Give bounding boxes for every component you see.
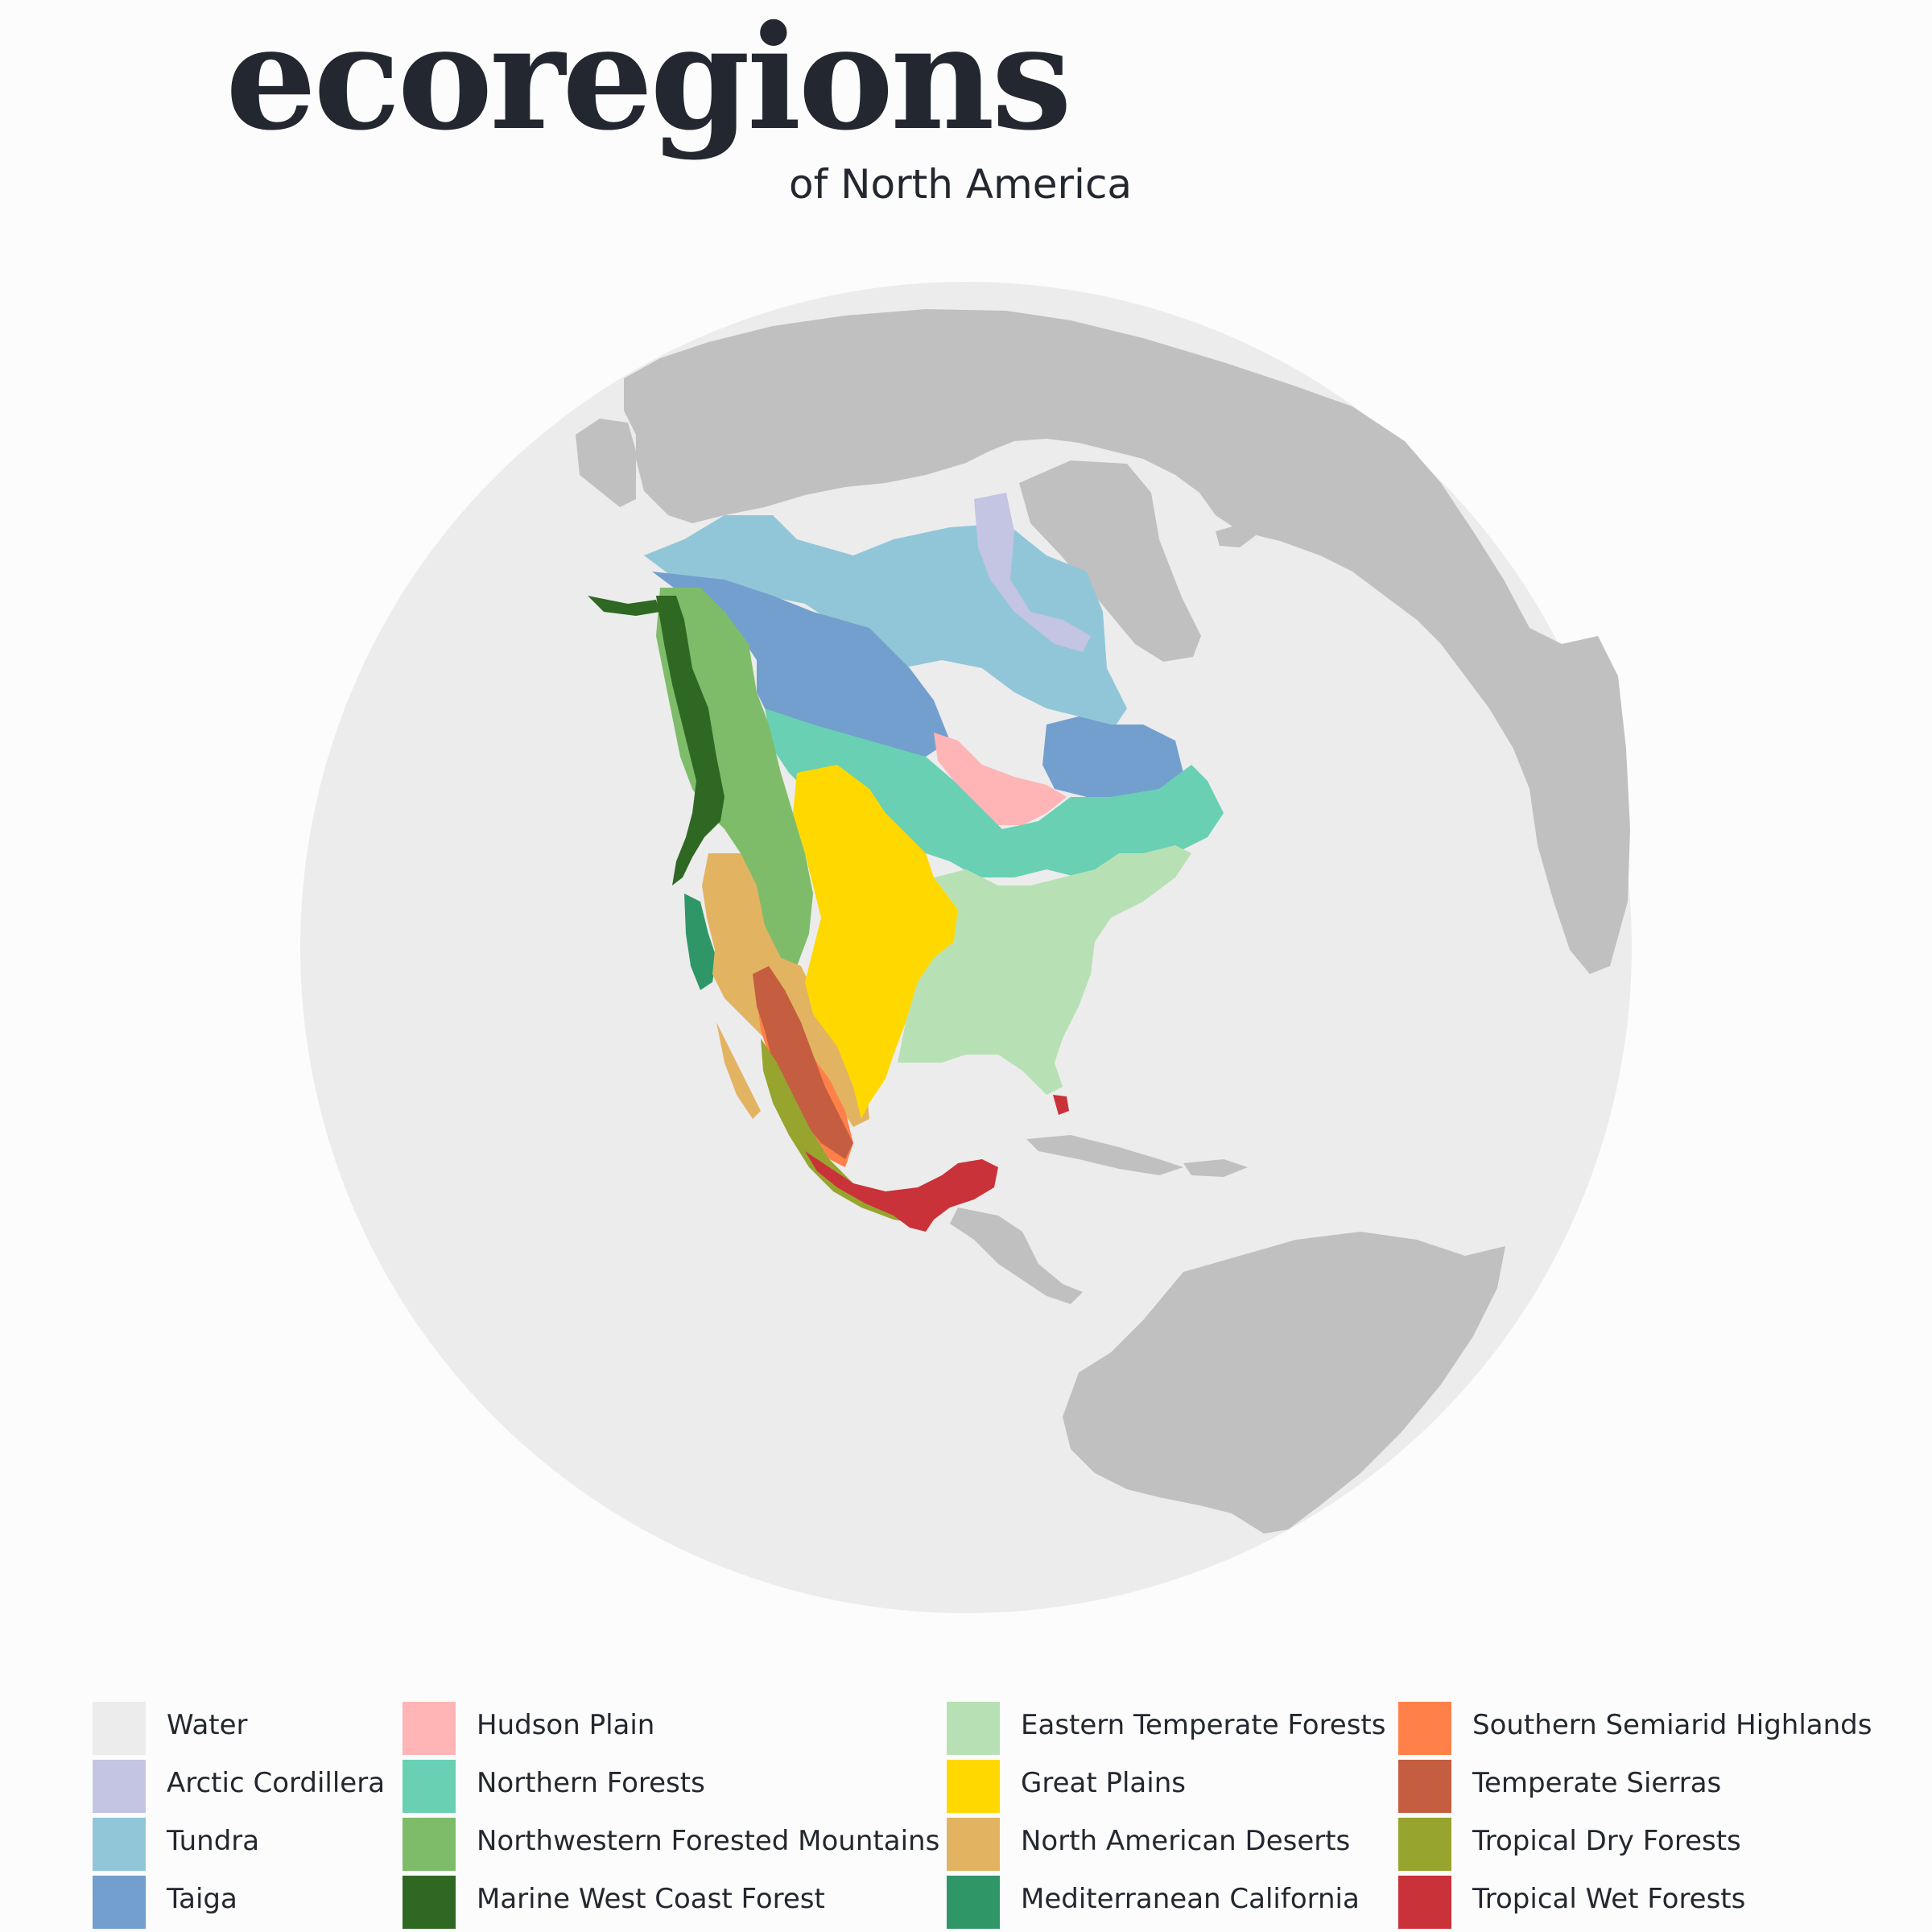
cuba-land bbox=[1026, 1135, 1183, 1175]
legend-swatch bbox=[1398, 1818, 1451, 1871]
legend-label: Taiga bbox=[167, 1883, 237, 1915]
region-baja-deserts bbox=[716, 1022, 761, 1119]
legend: Water Arctic Cordillera Tundra Taiga Hud… bbox=[0, 1700, 1932, 1932]
legend-swatch bbox=[947, 1702, 1000, 1755]
legend-swatch bbox=[1398, 1876, 1451, 1929]
region-mediterranean-california bbox=[684, 894, 716, 990]
region-tropical-wet-florida bbox=[1053, 1095, 1069, 1115]
legend-swatch bbox=[93, 1818, 146, 1871]
page-subtitle: of North America bbox=[789, 161, 1133, 208]
legend-label: Northern Forests bbox=[477, 1767, 705, 1799]
other-land bbox=[576, 309, 1630, 1534]
legend-swatch bbox=[93, 1876, 146, 1929]
legend-swatch bbox=[402, 1702, 456, 1755]
region-northern-forests bbox=[765, 708, 1224, 877]
legend-swatch bbox=[947, 1818, 1000, 1871]
legend-label: Tropical Dry Forests bbox=[1472, 1825, 1741, 1857]
region-taiga-east bbox=[1042, 716, 1183, 797]
greenland-land bbox=[1019, 460, 1201, 662]
legend-label: Arctic Cordillera bbox=[167, 1767, 386, 1799]
hispaniola-land bbox=[1183, 1159, 1248, 1177]
legend-label: Marine West Coast Forest bbox=[477, 1883, 825, 1915]
central-america-land bbox=[950, 1208, 1083, 1304]
region-temperate-sierras bbox=[753, 966, 853, 1159]
legend-swatch bbox=[93, 1760, 146, 1813]
iceland-land bbox=[1216, 523, 1256, 547]
region-marine-west-coast-forest bbox=[656, 596, 724, 886]
siberia-far-east bbox=[576, 419, 636, 507]
legend-swatch bbox=[402, 1876, 456, 1929]
legend-label: Northwestern Forested Mountains bbox=[477, 1825, 940, 1857]
legend-swatch bbox=[1398, 1702, 1451, 1755]
legend-label: Eastern Temperate Forests bbox=[1021, 1709, 1386, 1741]
legend-label: Tundra bbox=[167, 1825, 260, 1857]
legend-label: Mediterranean California bbox=[1021, 1883, 1360, 1915]
region-arctic-cordillera bbox=[974, 493, 1091, 652]
region-marine-alaska-coast bbox=[588, 596, 660, 616]
legend-swatch bbox=[93, 1702, 146, 1755]
legend-swatch bbox=[402, 1818, 456, 1871]
region-tropical-wet-forests bbox=[805, 1151, 998, 1232]
legend-label: Great Plains bbox=[1021, 1767, 1186, 1799]
legend-label: North American Deserts bbox=[1021, 1825, 1351, 1857]
legend-swatch bbox=[947, 1760, 1000, 1813]
legend-label: Water bbox=[167, 1709, 248, 1741]
region-hudson-plain bbox=[934, 733, 1067, 825]
legend-swatch bbox=[1398, 1760, 1451, 1813]
legend-swatch bbox=[402, 1760, 456, 1813]
page-title: ecoregions bbox=[225, 0, 1072, 162]
legend-label: Tropical Wet Forests bbox=[1472, 1883, 1746, 1915]
region-eastern-temperate-forests bbox=[898, 845, 1191, 1095]
eurasia-land bbox=[624, 309, 1630, 974]
legend-label: Hudson Plain bbox=[477, 1709, 655, 1741]
legend-swatch bbox=[947, 1876, 1000, 1929]
region-taiga bbox=[652, 572, 950, 757]
legend-label: Southern Semiarid Highlands bbox=[1472, 1709, 1872, 1741]
legend-label: Temperate Sierras bbox=[1472, 1767, 1722, 1799]
region-great-plains bbox=[793, 765, 958, 1119]
north-america-ecoregions bbox=[588, 493, 1224, 1232]
south-america-land bbox=[1063, 1232, 1505, 1534]
region-north-american-deserts bbox=[702, 853, 869, 1127]
